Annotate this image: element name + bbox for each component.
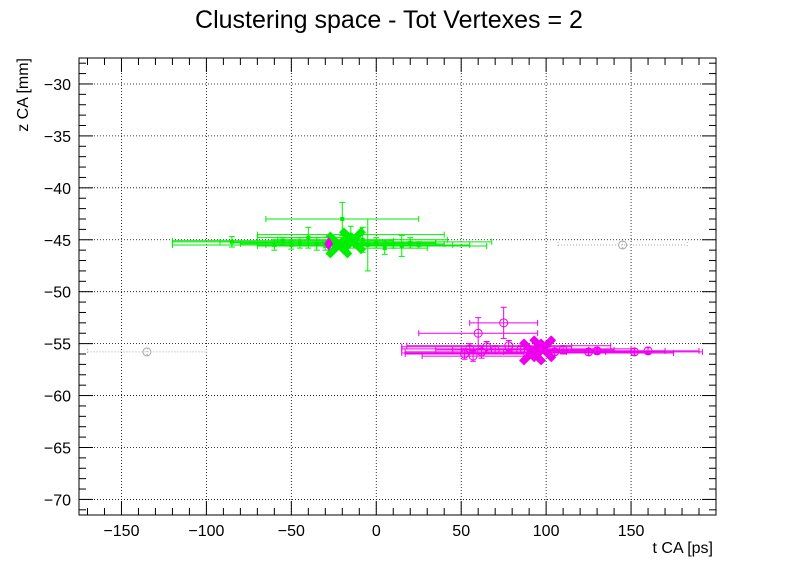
x-tick-label: 50 <box>452 523 470 540</box>
point-marker <box>629 347 639 357</box>
y-tick-label: −60 <box>44 389 71 406</box>
seed-marker <box>324 236 334 251</box>
point-marker <box>306 235 311 240</box>
point-marker <box>643 346 653 356</box>
data-point <box>557 240 688 250</box>
vertex-marker <box>529 335 557 363</box>
x-tick-label: −150 <box>103 523 139 540</box>
data-point <box>384 241 454 249</box>
data-marks <box>86 201 703 366</box>
point-marker <box>382 246 387 251</box>
point-marker <box>473 328 483 338</box>
plot-frame <box>78 57 717 516</box>
y-tick-label: −40 <box>44 181 71 198</box>
point-marker <box>229 239 234 244</box>
point-marker <box>482 342 492 352</box>
vertex-marker <box>339 227 366 255</box>
point-marker <box>280 238 285 243</box>
x-axis-label: t CA [ps] <box>653 540 713 557</box>
data-point <box>86 347 207 357</box>
point-marker <box>618 240 628 250</box>
y-tick-label: −65 <box>44 440 71 457</box>
x-tick-label: 100 <box>533 523 560 540</box>
point-marker <box>468 351 478 361</box>
data-point <box>566 347 703 357</box>
grid <box>79 58 716 515</box>
point-marker <box>360 237 365 242</box>
y-tick-label: −45 <box>44 233 71 250</box>
point-marker <box>391 241 396 246</box>
x-tick-label: 0 <box>372 523 381 540</box>
point-marker <box>416 242 421 247</box>
x-tick-label: 150 <box>618 523 645 540</box>
y-tick-label: −50 <box>44 285 71 302</box>
point-marker <box>272 242 277 247</box>
ticks: −150 −100 −50 0 50 100 150 −30 −35 −40 −45 −50 −55 −6… <box>44 58 716 540</box>
point-marker <box>340 216 345 221</box>
y-tick-label: −35 <box>44 129 71 146</box>
y-tick-label: −55 <box>44 337 71 354</box>
y-tick-label: −70 <box>44 492 71 509</box>
y-tick-label: −30 <box>44 77 71 94</box>
chart-title: Clustering space - Tot Vertexes = 2 <box>195 6 583 34</box>
point-marker <box>297 240 302 245</box>
x-tick-label: −50 <box>278 523 305 540</box>
data-point <box>171 236 292 248</box>
point-marker <box>142 347 152 357</box>
point-marker <box>399 243 404 248</box>
point-marker <box>499 318 509 328</box>
data-point <box>596 346 700 356</box>
x-tick-label: −100 <box>188 523 224 540</box>
data-point <box>469 306 539 339</box>
y-axis-label: z CA [mm] <box>15 58 32 132</box>
point-marker <box>558 345 568 355</box>
point-marker <box>460 349 470 359</box>
point-marker <box>408 240 413 245</box>
